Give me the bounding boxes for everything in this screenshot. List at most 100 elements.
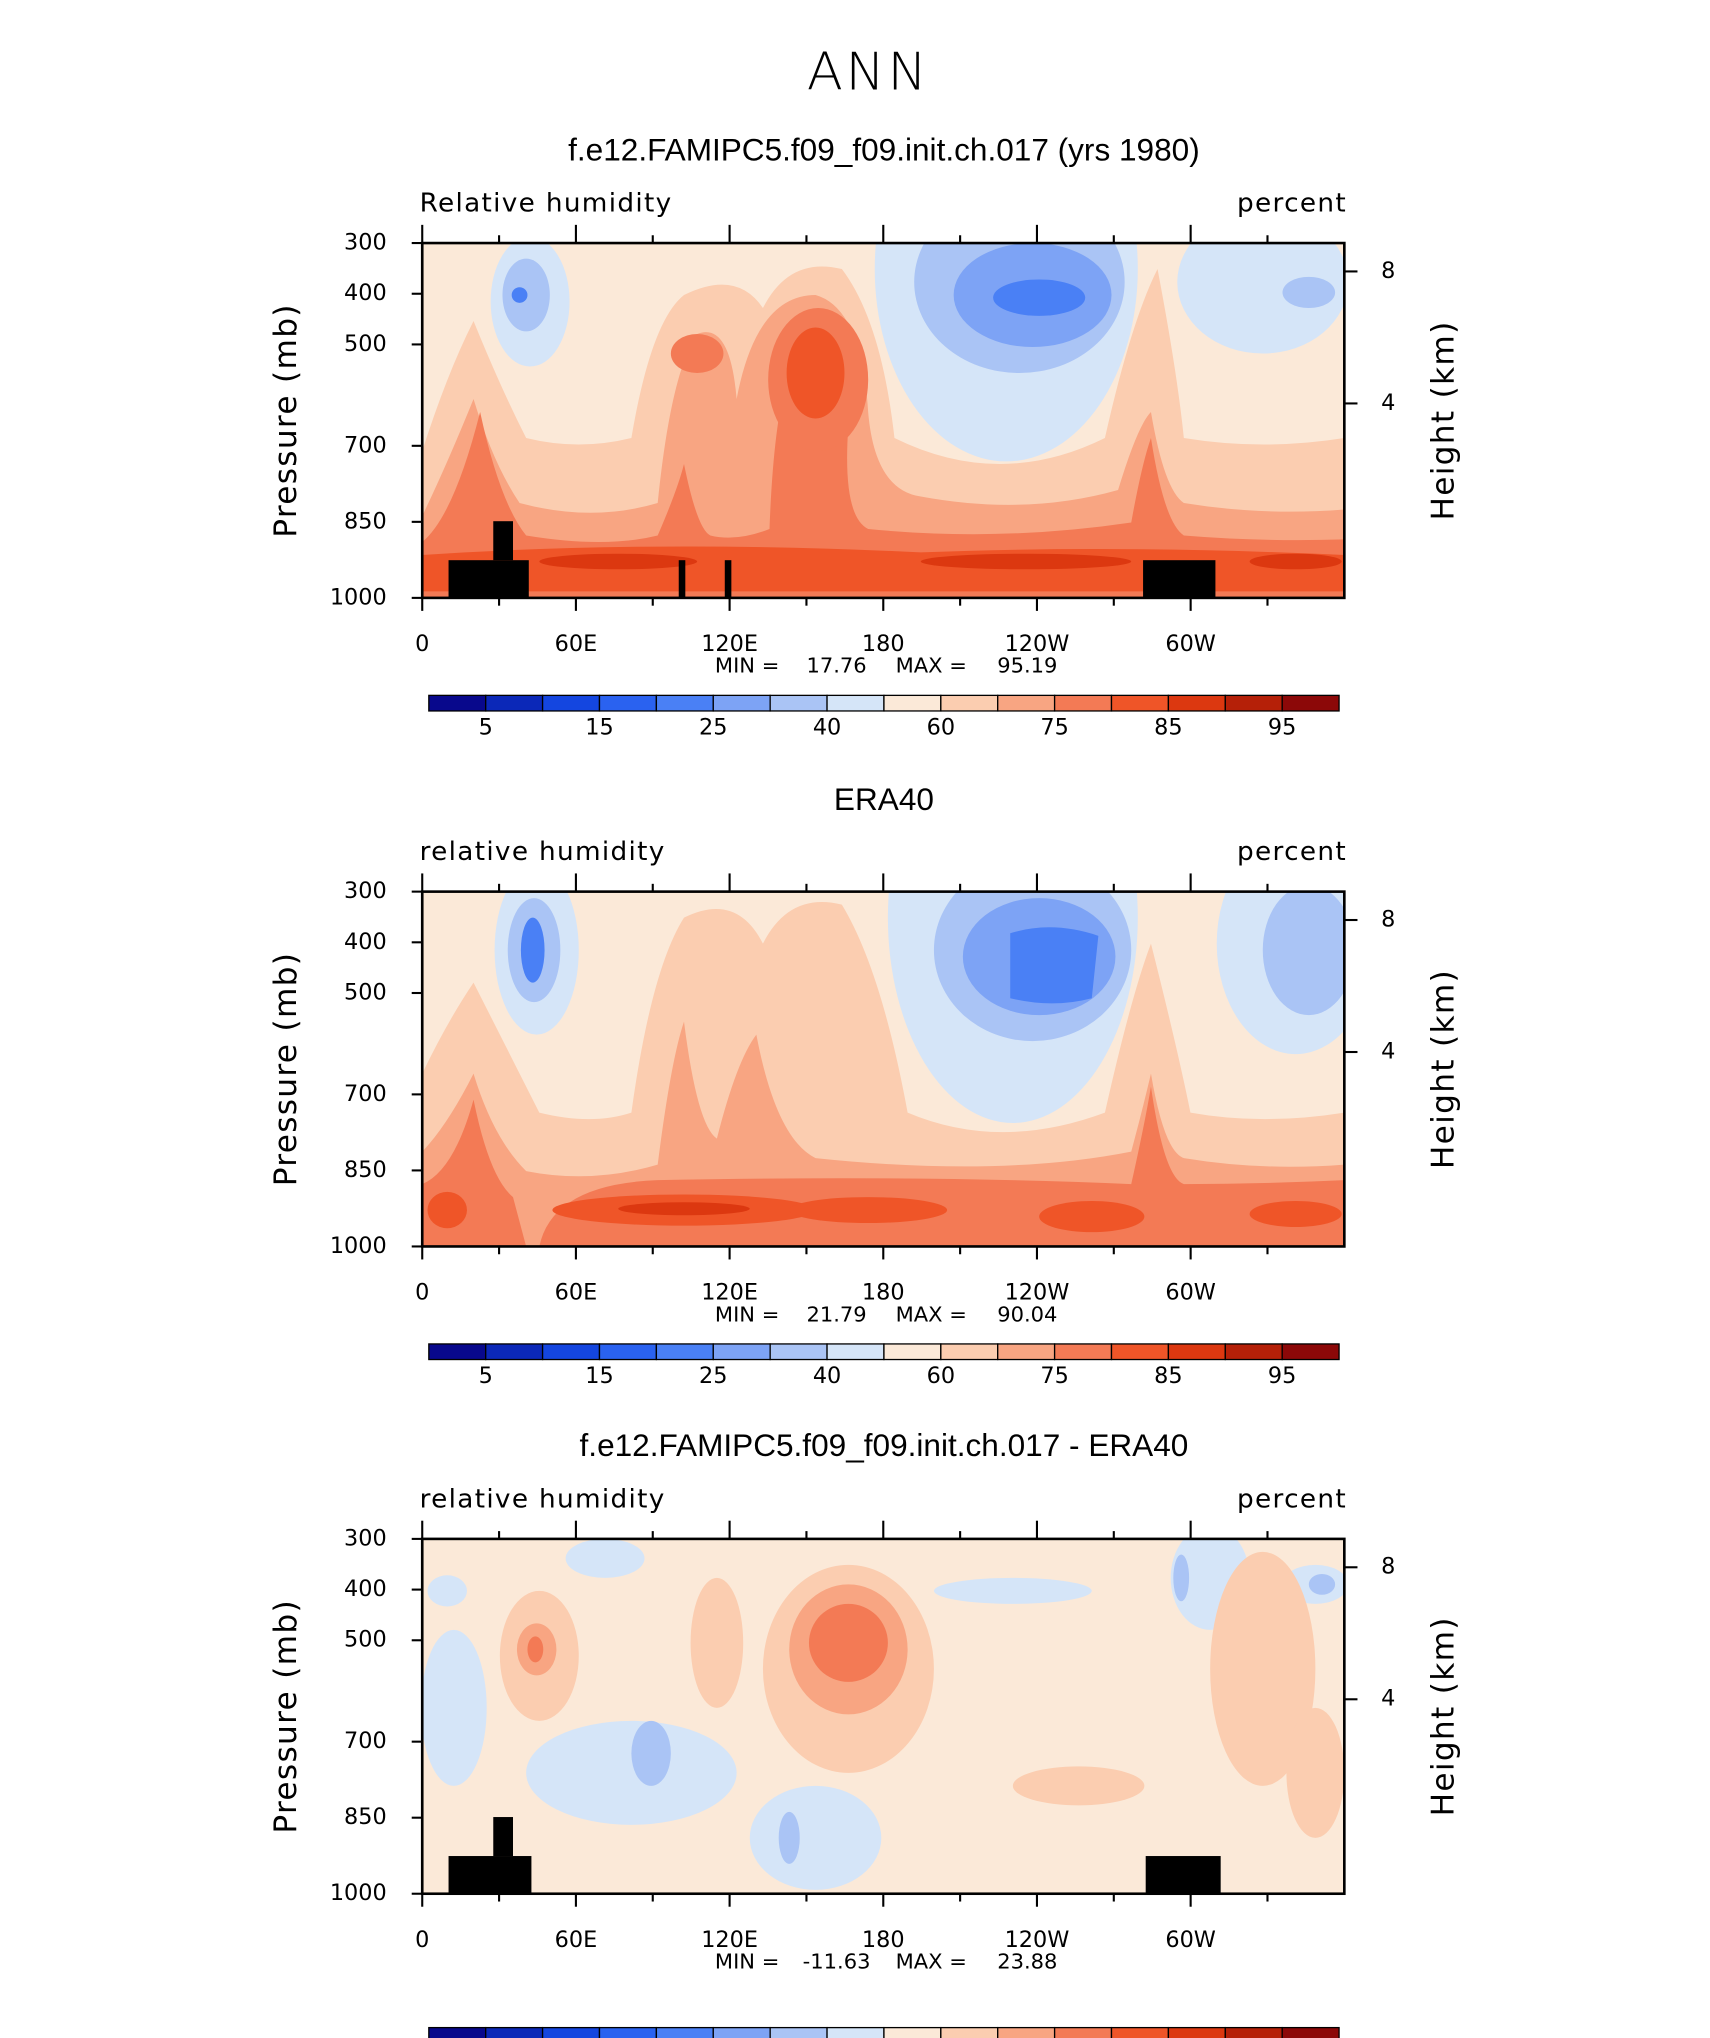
contour-region	[539, 553, 698, 570]
contour-region	[422, 1629, 487, 1786]
y-axis-label: Pressure (mb)	[268, 1599, 304, 1833]
colorbar-label: 15	[585, 1363, 613, 1389]
colorbar-box	[769, 694, 828, 712]
colorbar-label: 75	[1040, 1363, 1068, 1389]
contour-region	[565, 1538, 645, 1578]
min-value: 17.76	[806, 654, 866, 678]
colorbar-box	[428, 1343, 487, 1361]
y2-axis-label: Height (km)	[1425, 1616, 1461, 1816]
colorbar-box	[541, 2026, 601, 2038]
y-tick-label: 700	[344, 1728, 387, 1754]
panel-title: f.e12.FAMIPC5.f09_f09.init.ch.017 - ERA4…	[580, 1428, 1189, 1463]
contour-region	[1262, 891, 1345, 1016]
colorbar-box	[712, 694, 771, 712]
colorbar-box	[1167, 2026, 1226, 2038]
contour-region	[786, 327, 845, 419]
contour-region	[1010, 927, 1099, 1004]
colorbar-label: 85	[1154, 714, 1182, 740]
colorbar-box	[1053, 1343, 1113, 1361]
colorbar-box	[598, 694, 658, 712]
y-tick-label: 700	[344, 432, 387, 458]
x-tick-label: 120W	[1005, 631, 1070, 657]
contour-region	[789, 1197, 948, 1224]
y-tick-label: 850	[344, 1804, 387, 1830]
contour-region	[778, 1811, 800, 1864]
contour-field	[422, 891, 1345, 1247]
max-label: MAX =	[896, 654, 967, 678]
contour-region	[1308, 1573, 1336, 1595]
contour-region	[422, 295, 1345, 598]
y-tick-label: 400	[344, 929, 387, 955]
y-axis-label: Pressure (mb)	[268, 952, 304, 1186]
x-tick-label: 60E	[555, 631, 598, 657]
min-label: MIN =	[715, 654, 779, 678]
colorbar-box	[1224, 694, 1283, 712]
x-tick-label: 120W	[1005, 1280, 1070, 1306]
colorbar-label: 40	[813, 1363, 841, 1389]
y-axis-label: Pressure (mb)	[268, 303, 304, 537]
y-tick-label: 1000	[330, 584, 387, 610]
units-label: percent	[1237, 837, 1347, 867]
contour-region	[527, 1636, 544, 1663]
contour-region	[618, 1202, 750, 1216]
contour-region	[1286, 1707, 1345, 1838]
y-tick-label: 500	[344, 331, 387, 357]
y-tick-label: 1000	[330, 1233, 387, 1259]
colorbar-box	[1281, 694, 1340, 712]
y2-tick-label: 8	[1381, 907, 1395, 933]
colorbar-box	[1224, 1343, 1283, 1361]
colorbar-box	[1224, 2026, 1283, 2038]
x-tick-label: 0	[415, 631, 429, 657]
y-tick-label: 700	[344, 1081, 387, 1107]
colorbar-box	[997, 1343, 1056, 1361]
panel-title: f.e12.FAMIPC5.f09_f09.init.ch.017 (yrs 1…	[568, 132, 1200, 167]
colorbar-box	[655, 694, 714, 712]
min-value: 21.79	[806, 1302, 866, 1326]
colorbar-box	[485, 1343, 544, 1361]
contour-region	[427, 1575, 467, 1607]
colorbar-box	[940, 1343, 999, 1361]
colorbar-box	[1053, 2026, 1113, 2038]
x-tick-label: 0	[415, 1280, 429, 1306]
colorbar-label: 85	[1154, 1363, 1182, 1389]
contour-region	[520, 917, 545, 983]
colorbar-box	[769, 1343, 828, 1361]
topography	[1145, 1856, 1221, 1894]
x-tick-label: 0	[415, 1927, 429, 1953]
units-label: percent	[1237, 1484, 1347, 1514]
colorbar-box	[1167, 694, 1226, 712]
contour-region	[1210, 1551, 1316, 1786]
topography	[724, 560, 732, 598]
colorbar-label: 40	[813, 714, 841, 740]
colorbar-box	[712, 2026, 771, 2038]
y-tick-label: 300	[344, 230, 387, 256]
colorbar-label: 25	[699, 1363, 727, 1389]
colorbar-box	[1110, 694, 1170, 712]
x-tick-label: 120E	[701, 1280, 758, 1306]
variable-label: Relative humidity	[420, 189, 673, 219]
topography	[493, 521, 513, 561]
x-tick-label: 120W	[1005, 1927, 1070, 1953]
colorbar-box	[940, 694, 999, 712]
contour-region	[422, 334, 1345, 598]
contour-region	[1012, 1766, 1145, 1806]
colorbar-label: 25	[699, 714, 727, 740]
contour-region	[933, 1577, 1092, 1604]
colorbar-box	[655, 2026, 714, 2038]
colorbar-box	[485, 694, 544, 712]
colorbar-label: 95	[1268, 714, 1296, 740]
colorbar-box	[598, 1343, 658, 1361]
contour-region	[427, 1191, 467, 1229]
variable-label: relative humidity	[420, 837, 666, 867]
contour-region	[808, 1603, 888, 1682]
max-value: 90.04	[997, 1302, 1057, 1326]
y2-tick-label: 8	[1381, 1554, 1395, 1580]
colorbar-box	[883, 1343, 942, 1361]
x-tick-label: 60E	[555, 1280, 598, 1306]
y-tick-label: 400	[344, 1576, 387, 1602]
x-tick-label: 120E	[701, 1927, 758, 1953]
min-value: -11.63	[803, 1950, 871, 1974]
contour-region	[1249, 553, 1342, 570]
max-label: MAX =	[896, 1950, 967, 1974]
